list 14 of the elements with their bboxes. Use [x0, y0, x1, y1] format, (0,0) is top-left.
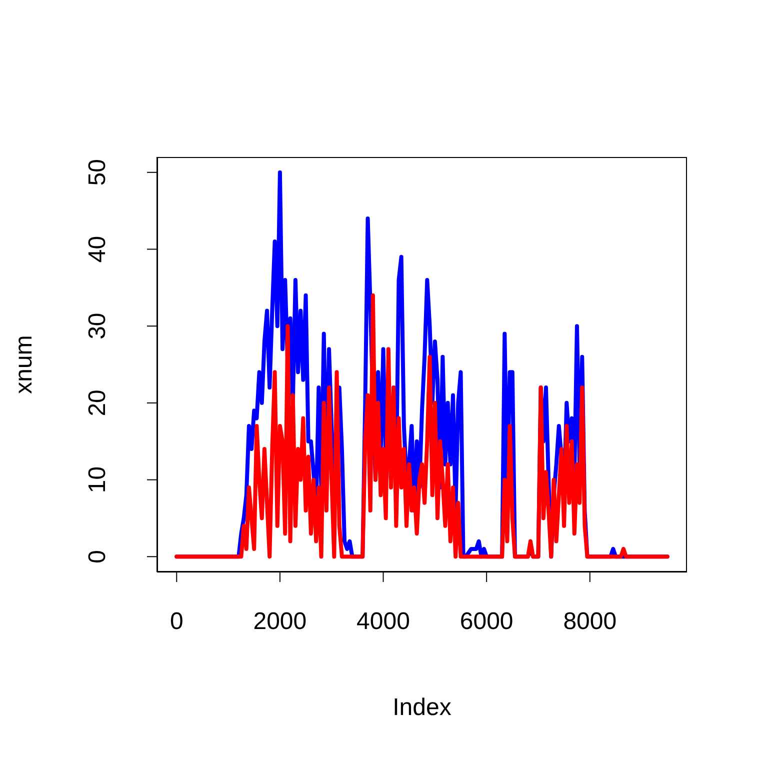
- y-tick-label: 50: [84, 159, 111, 186]
- y-tick-label: 40: [84, 236, 111, 263]
- x-axis-title: Index: [392, 694, 452, 721]
- x-tick-label: 8000: [563, 608, 617, 636]
- y-tick-label: 0: [84, 550, 111, 564]
- y-tick-label: 30: [84, 312, 111, 340]
- x-tick-label: 6000: [460, 608, 514, 636]
- y-tick-label: 20: [84, 390, 111, 416]
- line-series: [174, 293, 670, 559]
- y-tick-label: 10: [84, 466, 111, 494]
- x-tick-label: 0: [170, 608, 184, 636]
- x-tick-label: 4000: [356, 608, 410, 636]
- x-tick-label: 2000: [253, 608, 307, 636]
- y-axis-title: xnum: [10, 335, 38, 394]
